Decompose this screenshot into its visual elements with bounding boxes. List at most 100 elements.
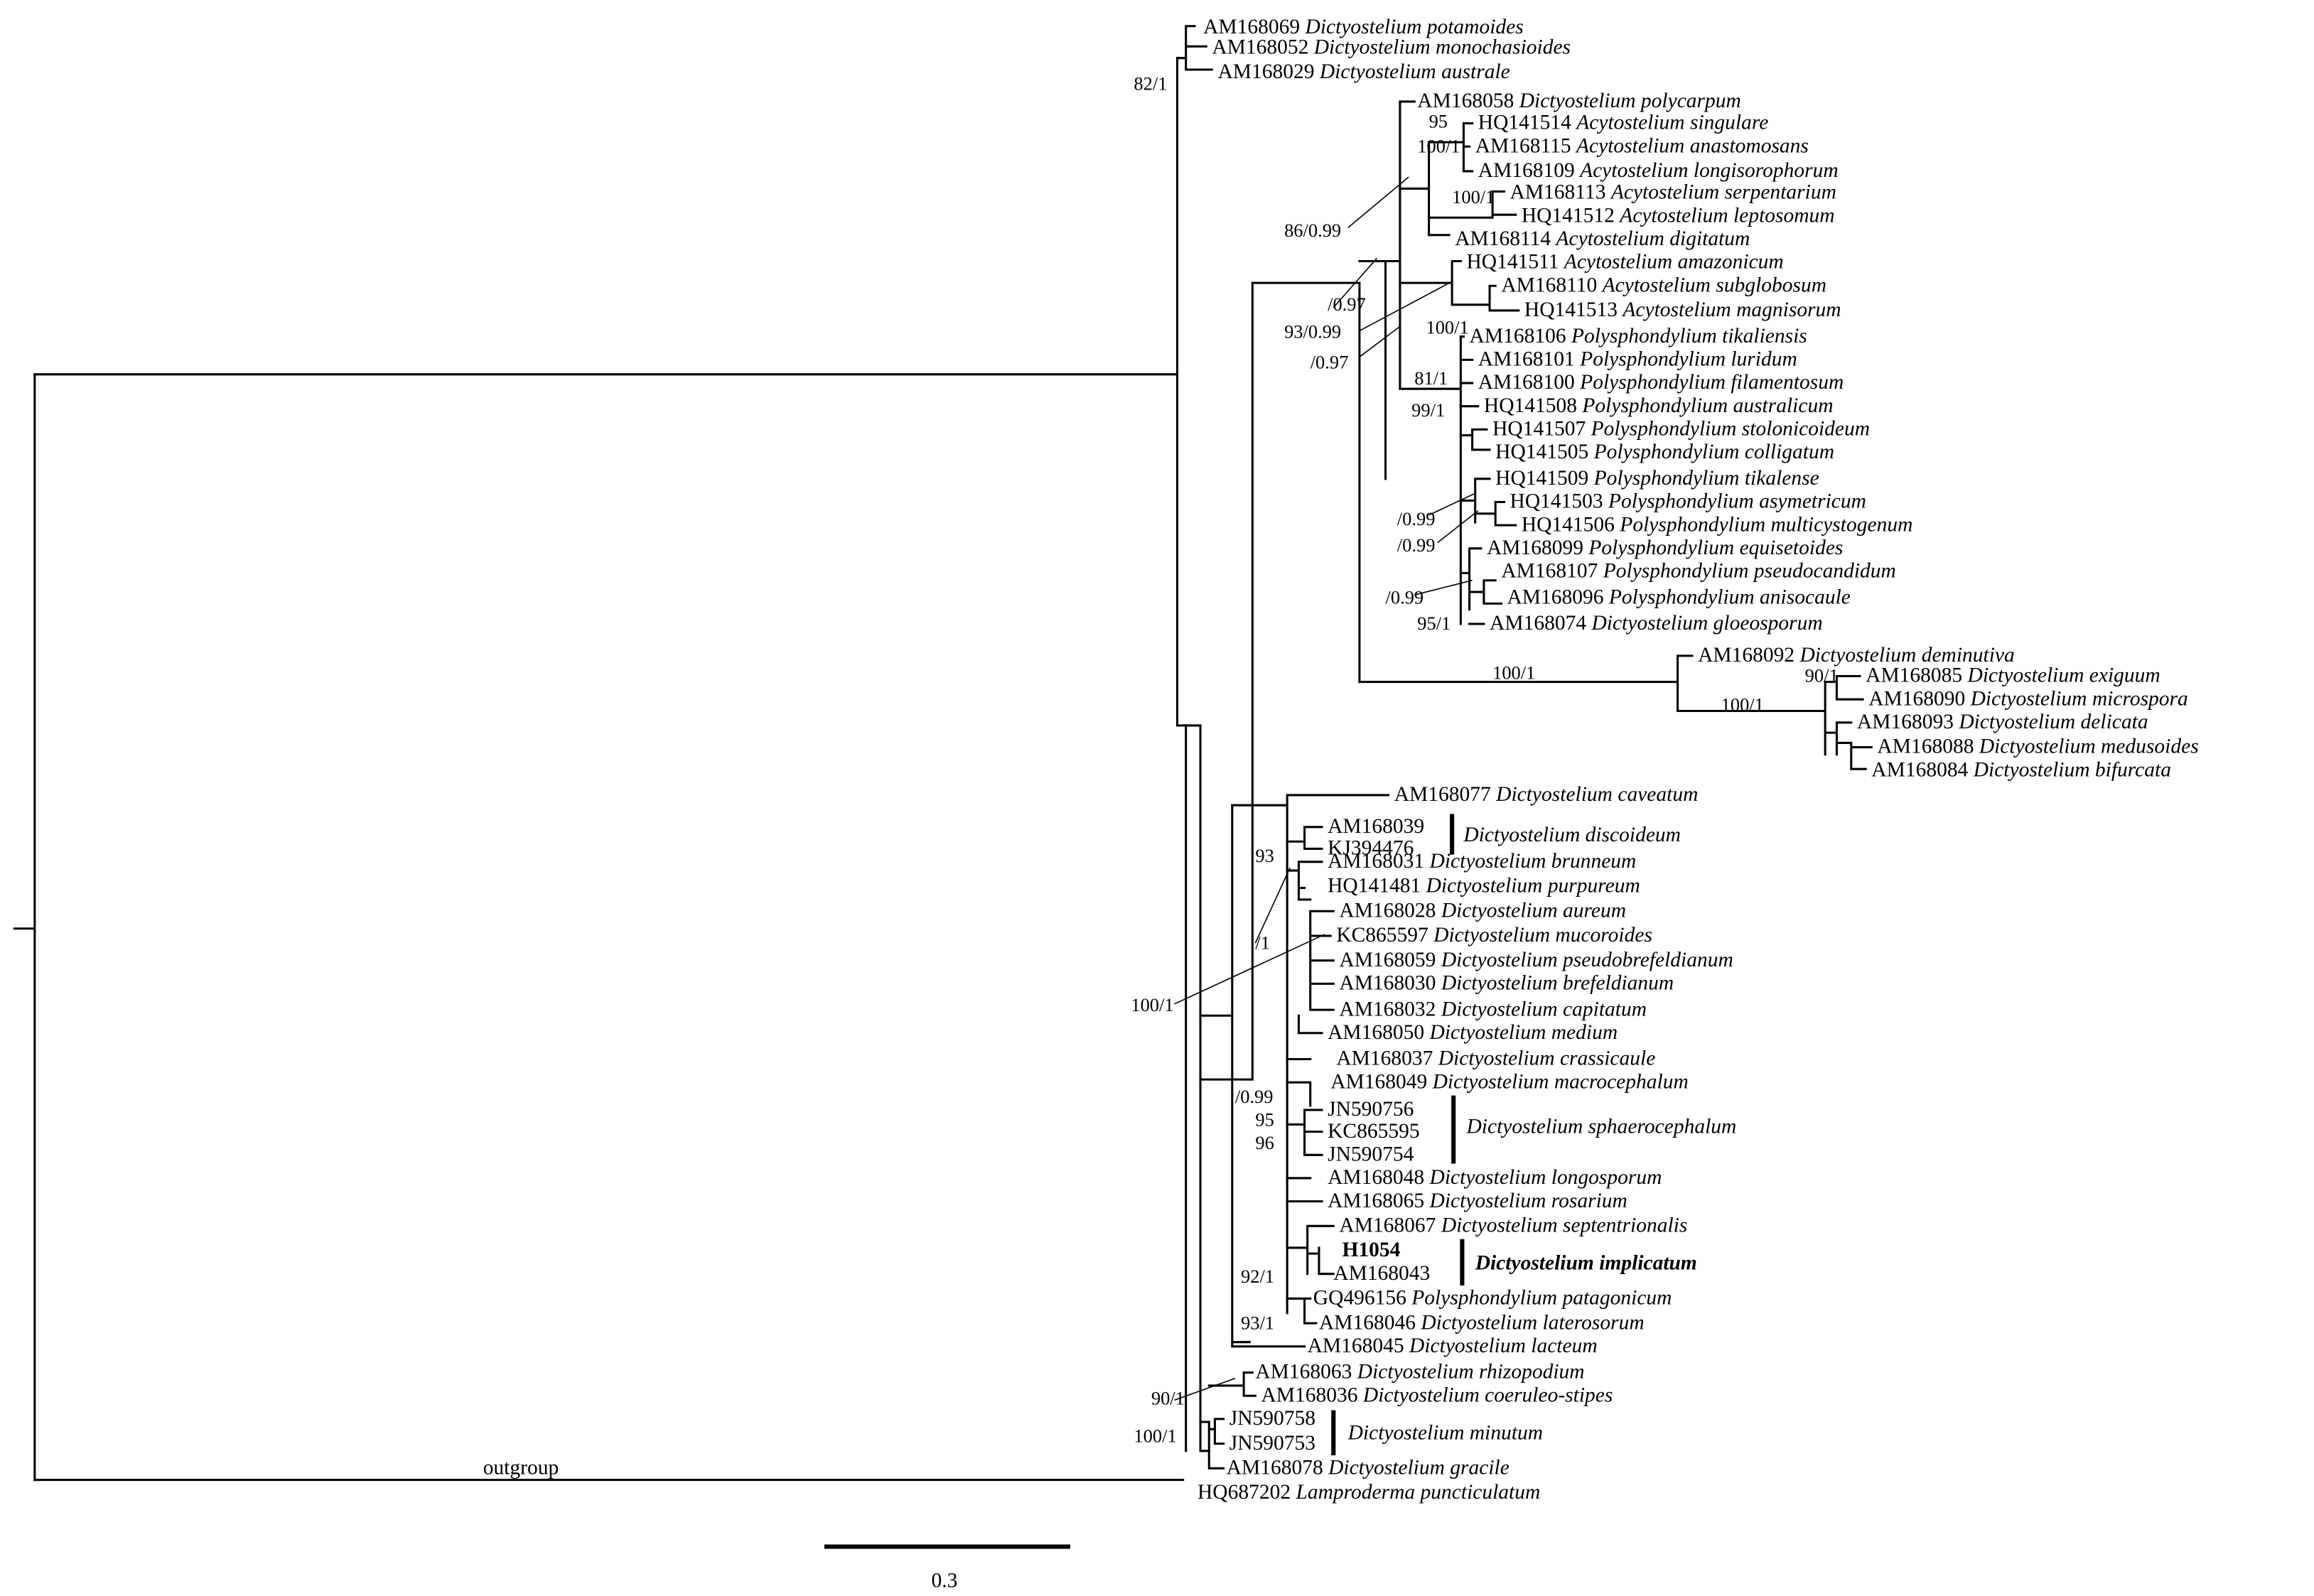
- taxon-label: AM168045 Dictyostelium lacteum: [1308, 1335, 1598, 1357]
- support-value: /0.99: [1235, 1086, 1274, 1107]
- taxon-label: AM168114 Acytostelium digitatum: [1455, 227, 1750, 250]
- clade-patagonicum: [1286, 1297, 1318, 1325]
- taxon-label: GQ496156 Polysphondylium patagonicum: [1313, 1287, 1672, 1310]
- taxon-label: AM168113 Acytostelium serpentarium: [1510, 181, 1836, 204]
- taxon-label: AM168096 Polysphondylium anisocaule: [1507, 586, 1850, 608]
- taxon-label: AM168109 Acytostelium longisorophorum: [1478, 159, 1839, 182]
- support-leaders: [1174, 176, 1479, 1401]
- clade-rhizopodium: [1207, 1371, 1256, 1397]
- clade-serpentarium: [1428, 190, 1517, 237]
- taxon-label: AM168100 Polysphondylium filamentosum: [1478, 371, 1844, 394]
- root-branch: [13, 373, 36, 1482]
- taxon-label: AM168046 Dictyostelium laterosorum: [1319, 1311, 1645, 1334]
- taxon-label: AM168099 Polysphondylium equisetoides: [1487, 537, 1843, 559]
- support-value: 100/1: [1131, 994, 1173, 1015]
- leader: [1254, 867, 1291, 944]
- support-value: 93: [1255, 845, 1274, 866]
- clade-longosporum: [1286, 1177, 1323, 1203]
- clade-crassicaule: [1286, 1057, 1312, 1107]
- clade-deminutiva-stem: [1358, 654, 1826, 756]
- clade-tikaliensis: [1459, 335, 1480, 408]
- tree-branches: [13, 25, 1873, 1482]
- taxon-labels: AM168069 Dictyostelium potamoides AM1680…: [1198, 16, 2199, 1504]
- taxon-label: HQ141511 Acytostelium amazonicum: [1466, 251, 1783, 274]
- group-brackets: Dictyostelium discoideum Dictyostelium s…: [1331, 814, 1736, 1455]
- taxon-label: AM168030 Dictyostelium brefeldianum: [1339, 971, 1674, 994]
- taxon-label: HQ141513 Acytostelium magnisorum: [1524, 298, 1841, 321]
- taxon-label: JN590756: [1328, 1098, 1414, 1121]
- clade-tikalense: [1459, 478, 1517, 527]
- leader: [1414, 579, 1473, 595]
- clade-exiguum: [1824, 674, 1864, 701]
- taxon-label: AM168088 Dictyostelium medusoides: [1877, 735, 2198, 758]
- support-value: 100/1: [1452, 186, 1495, 207]
- support-value: /0.97: [1311, 352, 1349, 373]
- clade-discoideum: [1286, 826, 1323, 850]
- leader: [1347, 176, 1409, 229]
- taxon-label: AM168039: [1328, 815, 1424, 838]
- support-value: /0.97: [1328, 293, 1366, 315]
- taxon-label: AM168065 Dictyostelium rosarium: [1328, 1190, 1627, 1212]
- support-value: 100/1: [1134, 1425, 1176, 1447]
- taxon-label: HQ141481 Dictyostelium purpureum: [1328, 875, 1640, 897]
- support-value: 90/1: [1805, 665, 1839, 686]
- clade-aureum: [1297, 898, 1335, 1035]
- clade-group2: [1251, 281, 1361, 684]
- taxon-label: AM168067 Dictyostelium septentrionalis: [1339, 1214, 1687, 1236]
- leader: [1437, 510, 1479, 544]
- clade-brunneum: [1286, 861, 1323, 901]
- taxon-label: KC865595: [1328, 1120, 1419, 1143]
- clade-dictyo-b: [1199, 804, 1251, 1344]
- taxon-label: AM168077 Dictyostelium caveatum: [1394, 783, 1699, 806]
- support-value: 81/1: [1414, 367, 1448, 389]
- taxon-label: AM168115 Acytostelium anastomosans: [1475, 134, 1809, 157]
- taxon-label: HQ141514 Acytostelium singulare: [1478, 112, 1769, 134]
- backbone-upper: [1185, 281, 1254, 1081]
- taxon-label: AM168036 Dictyostelium coeruleo-stipes: [1261, 1384, 1613, 1406]
- taxon-label: AM168052 Dictyostelium monochasioides: [1212, 36, 1571, 59]
- group-label: Dictyostelium implicatum: [1475, 1252, 1697, 1275]
- support-value: 100/1: [1426, 317, 1469, 338]
- taxon-label: JN590754: [1328, 1143, 1414, 1165]
- taxon-label: HQ141505 Polysphondylium colligatum: [1495, 441, 1834, 463]
- support-value: /0.99: [1397, 508, 1436, 529]
- support-value: 96: [1255, 1132, 1274, 1153]
- taxon-label: AM168107 Polysphondylium pseudocandidum: [1501, 560, 1896, 583]
- taxon-label: HQ141508 Polysphondylium australicum: [1484, 394, 1834, 417]
- taxon-label: AM168048 Dictyostelium longosporum: [1328, 1166, 1662, 1189]
- clade-delicata: [1824, 721, 1873, 770]
- support-values: 82/1 95 100/1 100/1 86/0.99 /0.97 93/0.9…: [1131, 73, 1838, 1447]
- taxon-label: AM168031 Dictyostelium brunneum: [1328, 850, 1636, 873]
- taxon-label: AM168092 Dictyostelium deminutiva: [1698, 644, 2015, 667]
- outgroup-label: outgroup: [483, 1456, 559, 1479]
- clade-sphaerocephalum: [1286, 1109, 1323, 1156]
- taxon-label: AM168063 Dictyostelium rhizopodium: [1255, 1361, 1584, 1384]
- taxon-label: AM168078 Dictyostelium gracile: [1227, 1456, 1510, 1479]
- support-value: 93/1: [1241, 1312, 1274, 1333]
- support-value: 95: [1429, 111, 1448, 132]
- taxon-label: AM168029 Dictyostelium australe: [1217, 60, 1510, 83]
- taxon-label: AM168049 Dictyostelium macrocephalum: [1330, 1070, 1689, 1093]
- scale-label: 0.3: [932, 1570, 958, 1592]
- leader: [1174, 1377, 1236, 1401]
- support-value: 100/1: [1417, 135, 1460, 156]
- taxon-label: AM168106 Polysphondylium tikaliensis: [1470, 325, 1807, 347]
- group-label: Dictyostelium minutum: [1347, 1421, 1543, 1444]
- support-value: /0.99: [1386, 586, 1424, 608]
- taxon-label: HQ141509 Polysphondylium tikalense: [1495, 467, 1819, 490]
- support-value: 86/0.99: [1284, 220, 1341, 241]
- ingroup-stem: [33, 57, 1179, 727]
- clade-singulare: [1399, 122, 1474, 237]
- support-value: 92/1: [1241, 1266, 1274, 1287]
- taxon-label: H1054: [1342, 1239, 1400, 1261]
- leader: [1428, 492, 1476, 516]
- clade-potamoides: [1175, 25, 1213, 727]
- taxon-label: AM168084 Dictyostelium bifurcata: [1871, 758, 2171, 781]
- support-value: 95/1: [1417, 613, 1451, 634]
- clade-minutum: [1199, 1418, 1225, 1470]
- taxon-label: AM168050 Dictyostelium medium: [1328, 1021, 1618, 1044]
- taxon-label: AM168074 Dictyostelium gloeosporum: [1490, 612, 1823, 635]
- taxon-label: AM168043: [1333, 1262, 1430, 1285]
- clade-polysphondylid: [1399, 335, 1462, 625]
